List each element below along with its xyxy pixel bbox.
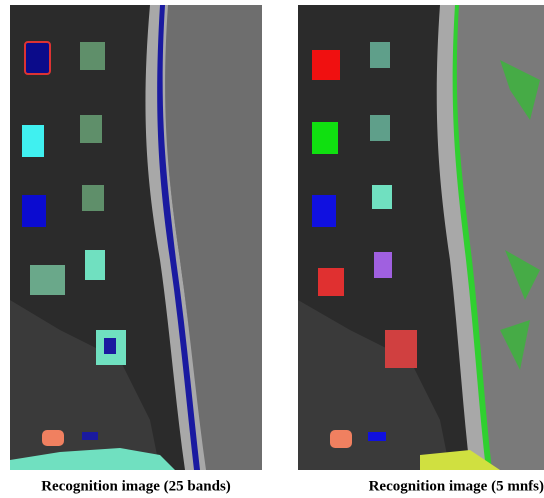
patch bbox=[312, 122, 338, 154]
patch bbox=[22, 195, 46, 227]
page: {"figures": [{"caption": "Recognition im… bbox=[0, 0, 544, 498]
patch bbox=[318, 268, 344, 296]
caption: Recognition image (5 mnfs) bbox=[369, 478, 544, 494]
patch bbox=[82, 432, 98, 440]
patch bbox=[22, 125, 44, 157]
patch bbox=[370, 115, 390, 141]
patch bbox=[85, 250, 105, 280]
image-right bbox=[298, 5, 544, 470]
patch bbox=[82, 185, 104, 211]
patch bbox=[312, 195, 336, 227]
patch bbox=[370, 42, 390, 68]
patch bbox=[312, 50, 340, 80]
patch bbox=[80, 115, 102, 143]
patch bbox=[374, 252, 392, 278]
patch bbox=[30, 265, 65, 295]
patch bbox=[25, 42, 50, 74]
patch bbox=[104, 338, 116, 354]
patch bbox=[330, 430, 352, 448]
caption: Recognition image (25 bands) bbox=[41, 478, 231, 494]
image-left bbox=[10, 5, 262, 470]
patch bbox=[372, 185, 392, 209]
patch bbox=[80, 42, 105, 70]
patch bbox=[368, 432, 386, 441]
figure: Recognition image (25 bands) Recognition… bbox=[0, 0, 544, 498]
patch bbox=[42, 430, 64, 446]
patch bbox=[385, 330, 417, 368]
